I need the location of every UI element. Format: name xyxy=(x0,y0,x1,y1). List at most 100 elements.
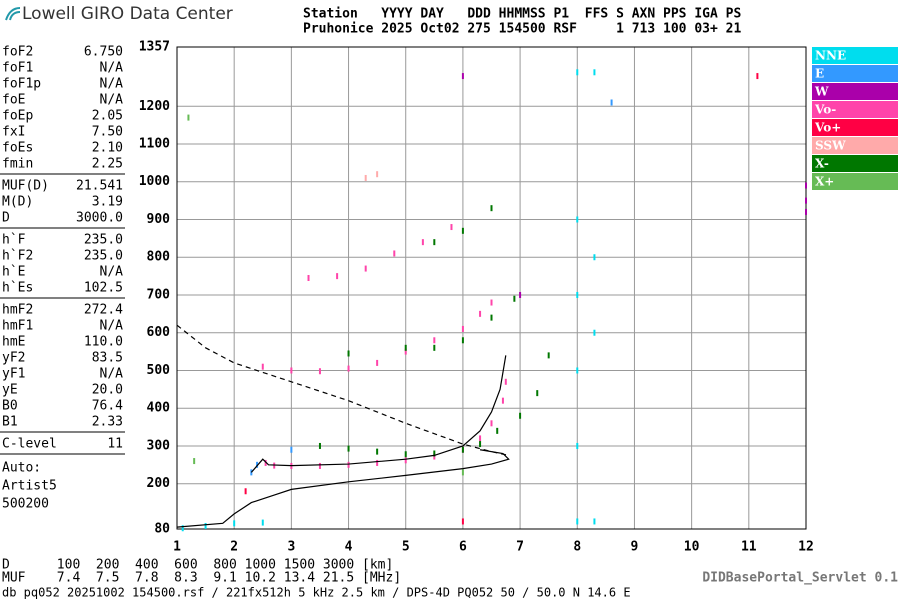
param-value: 83.5 xyxy=(92,351,123,366)
data-point xyxy=(364,265,367,272)
data-point xyxy=(264,459,267,466)
param-value: 272.4 xyxy=(84,303,123,318)
y-tick-label: 600 xyxy=(147,325,171,340)
param-label: B0 xyxy=(2,399,18,414)
data-point xyxy=(450,224,453,231)
data-point xyxy=(233,520,236,527)
legend-label: X+ xyxy=(815,175,834,189)
param-label: yE xyxy=(2,383,18,398)
data-point xyxy=(256,461,259,468)
data-point xyxy=(421,239,424,246)
x-tick-label: 3 xyxy=(287,540,295,555)
data-point xyxy=(490,420,493,427)
x-tick-label: 12 xyxy=(798,540,814,555)
x-tick-label: 8 xyxy=(573,540,581,555)
data-point xyxy=(193,458,196,465)
data-point xyxy=(513,295,516,302)
data-point xyxy=(261,519,264,526)
param-label: foE xyxy=(2,93,25,108)
auto-text: 500200 xyxy=(2,497,49,512)
param-label: foEs xyxy=(2,141,33,156)
data-point xyxy=(376,448,379,455)
param-value: N/A xyxy=(100,367,124,382)
logo-icon xyxy=(5,7,21,21)
param-label: foF1p xyxy=(2,77,41,92)
data-point xyxy=(547,352,550,359)
param-value: 6.750 xyxy=(84,45,123,60)
servlet-label: DIDBasePortal_Servlet 0.1 xyxy=(702,571,898,586)
x-tick-label: 11 xyxy=(741,540,757,555)
y-tick-label: 1000 xyxy=(139,174,170,189)
x-tick-label: 10 xyxy=(684,540,700,555)
param-value: N/A xyxy=(100,77,124,92)
data-point xyxy=(433,337,436,344)
data-point xyxy=(610,99,613,106)
data-point xyxy=(576,518,579,525)
data-point xyxy=(461,446,464,453)
auto-text: Artist5 xyxy=(2,479,57,494)
param-label: D xyxy=(2,211,10,226)
data-point xyxy=(433,453,436,460)
param-value: 2.25 xyxy=(92,157,123,172)
param-value: 11 xyxy=(107,437,123,452)
param-label: fmin xyxy=(2,157,33,172)
param-value: 21.541 xyxy=(76,179,123,194)
data-point xyxy=(433,344,436,351)
data-point xyxy=(576,69,579,76)
data-point xyxy=(433,450,436,457)
param-label: foEp xyxy=(2,109,33,124)
data-point xyxy=(490,299,493,306)
data-point xyxy=(501,397,504,404)
y-tick-label: 300 xyxy=(147,438,171,453)
param-label: C-level xyxy=(2,437,57,452)
data-point xyxy=(479,310,482,317)
data-point xyxy=(805,182,807,189)
logo-text: Lowell GIRO Data Center xyxy=(22,4,233,24)
param-value: 20.0 xyxy=(92,383,123,398)
param-value: 110.0 xyxy=(84,335,123,350)
data-point xyxy=(290,367,293,374)
param-value: 3.19 xyxy=(92,195,123,210)
legend-label: NNE xyxy=(815,49,846,63)
data-point xyxy=(376,359,379,366)
data-point xyxy=(461,325,464,332)
param-value: N/A xyxy=(100,319,124,334)
data-point xyxy=(404,451,407,458)
legend-label: Vo+ xyxy=(814,121,841,135)
x-tick-label: 5 xyxy=(402,540,410,555)
y-tick-label: 500 xyxy=(147,363,171,378)
data-point xyxy=(364,174,367,181)
data-point xyxy=(805,197,807,204)
legend-swatch xyxy=(812,47,898,64)
legend-swatch xyxy=(812,101,898,118)
data-point xyxy=(261,363,264,370)
data-point xyxy=(479,441,482,448)
data-point xyxy=(187,114,190,121)
param-label: fxI xyxy=(2,125,25,140)
data-point xyxy=(490,314,493,321)
profile-line xyxy=(250,355,507,473)
legend-label: W xyxy=(814,85,829,99)
param-label: hmE xyxy=(2,335,25,350)
data-point xyxy=(593,329,596,336)
param-label: yF1 xyxy=(2,367,25,382)
y-tick-label: 1100 xyxy=(139,137,170,152)
param-value: N/A xyxy=(100,93,124,108)
footer-muf: MUF 7.4 7.5 7.8 8.3 9.1 10.2 13.4 21.5 [… xyxy=(2,571,401,586)
legend-label: E xyxy=(815,67,824,81)
y-tick-label: 200 xyxy=(147,476,171,491)
y-tick-label: 900 xyxy=(147,212,171,227)
profile-line xyxy=(176,324,509,456)
header-line: Station YYYY DAY DDD HHMMSS P1 FFS S AXN… xyxy=(303,7,741,22)
data-point xyxy=(593,254,596,261)
legend-swatch xyxy=(812,65,898,82)
y-tick-label: 80 xyxy=(154,522,170,537)
data-point xyxy=(376,171,379,178)
param-label: yF2 xyxy=(2,351,25,366)
data-point xyxy=(204,522,207,529)
data-point xyxy=(756,73,759,80)
data-point xyxy=(479,435,482,442)
legend-label: X- xyxy=(815,157,829,171)
y-tick-label: 1200 xyxy=(139,99,170,114)
